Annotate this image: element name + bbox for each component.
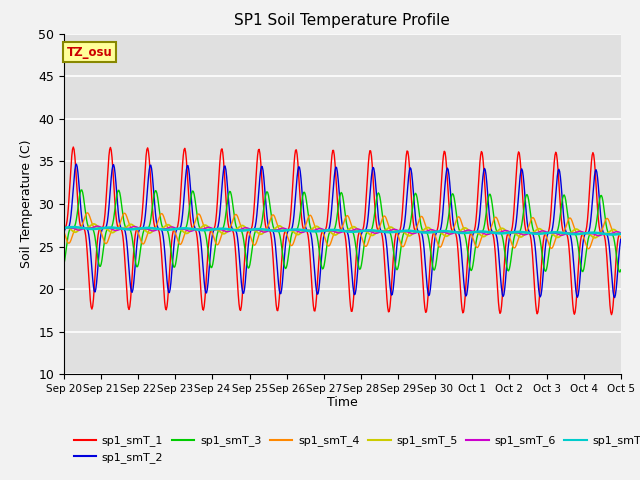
sp1_smT_2 — [617, 236, 625, 241]
sp1_smT_4 — [128, 226, 136, 231]
Line: sp1_smT_5: sp1_smT_5 — [64, 224, 621, 238]
sp1_smT_4 — [83, 210, 91, 216]
sp1_smT_1 — [60, 225, 68, 231]
sp1_smT_3 — [428, 252, 435, 258]
sp1_smT_1 — [214, 187, 222, 193]
sp1_smT_7 — [128, 227, 136, 232]
sp1_smT_6 — [128, 224, 136, 230]
sp1_smT_6 — [70, 226, 78, 231]
sp1_smT_5 — [617, 231, 625, 237]
sp1_smT_3 — [411, 192, 419, 197]
sp1_smT_5 — [128, 222, 136, 228]
sp1_smT_1 — [185, 193, 193, 199]
sp1_smT_6 — [617, 230, 625, 236]
sp1_smT_5 — [214, 228, 222, 233]
sp1_smT_7 — [214, 226, 222, 232]
sp1_smT_7 — [609, 232, 616, 238]
Line: sp1_smT_7: sp1_smT_7 — [64, 227, 621, 235]
sp1_smT_6 — [595, 233, 602, 239]
sp1_smT_2 — [411, 208, 419, 214]
sp1_smT_1 — [617, 231, 625, 237]
sp1_smT_5 — [591, 235, 598, 240]
Y-axis label: Soil Temperature (C): Soil Temperature (C) — [20, 140, 33, 268]
sp1_smT_6 — [411, 230, 419, 236]
sp1_smT_1 — [70, 144, 77, 150]
sp1_smT_6 — [93, 223, 101, 229]
sp1_smT_7 — [411, 228, 419, 234]
sp1_smT_7 — [68, 224, 76, 230]
sp1_smT_3 — [185, 211, 193, 217]
sp1_smT_4 — [617, 235, 625, 241]
Line: sp1_smT_6: sp1_smT_6 — [64, 226, 621, 236]
sp1_smT_4 — [214, 241, 222, 247]
sp1_smT_4 — [411, 228, 419, 234]
Title: SP1 Soil Temperature Profile: SP1 Soil Temperature Profile — [234, 13, 451, 28]
X-axis label: Time: Time — [327, 396, 358, 408]
sp1_smT_1 — [128, 273, 136, 279]
sp1_smT_5 — [428, 227, 435, 232]
sp1_smT_5 — [411, 229, 419, 235]
sp1_smT_3 — [617, 267, 625, 273]
Line: sp1_smT_4: sp1_smT_4 — [64, 213, 621, 249]
sp1_smT_3 — [70, 225, 78, 230]
sp1_smT_1 — [607, 312, 615, 318]
sp1_smT_4 — [428, 229, 435, 235]
sp1_smT_6 — [60, 224, 68, 230]
sp1_smT_5 — [185, 229, 193, 235]
sp1_smT_2 — [128, 289, 136, 295]
sp1_smT_4 — [70, 228, 78, 234]
sp1_smT_2 — [72, 161, 80, 167]
sp1_smT_4 — [60, 229, 68, 235]
sp1_smT_2 — [428, 279, 435, 285]
sp1_smT_3 — [60, 261, 68, 267]
sp1_smT_2 — [70, 175, 78, 181]
sp1_smT_5 — [90, 221, 97, 227]
sp1_smT_3 — [214, 228, 222, 234]
sp1_smT_7 — [185, 226, 193, 231]
sp1_smT_2 — [611, 295, 618, 300]
sp1_smT_4 — [584, 246, 592, 252]
sp1_smT_3 — [78, 187, 86, 193]
sp1_smT_6 — [214, 227, 222, 232]
sp1_smT_6 — [185, 228, 193, 234]
sp1_smT_4 — [185, 227, 193, 232]
Line: sp1_smT_1: sp1_smT_1 — [64, 147, 621, 315]
sp1_smT_3 — [616, 269, 624, 275]
Text: TZ_osu: TZ_osu — [67, 46, 113, 59]
sp1_smT_2 — [185, 166, 193, 172]
sp1_smT_7 — [60, 225, 68, 231]
sp1_smT_7 — [617, 231, 625, 237]
sp1_smT_1 — [428, 246, 435, 252]
sp1_smT_7 — [71, 224, 79, 230]
Line: sp1_smT_2: sp1_smT_2 — [64, 164, 621, 298]
sp1_smT_6 — [428, 227, 435, 232]
sp1_smT_1 — [411, 228, 419, 233]
sp1_smT_7 — [428, 229, 435, 235]
Line: sp1_smT_3: sp1_smT_3 — [64, 190, 621, 272]
sp1_smT_5 — [70, 229, 78, 235]
sp1_smT_3 — [128, 235, 136, 240]
Legend: sp1_smT_1, sp1_smT_2, sp1_smT_3, sp1_smT_4, sp1_smT_5, sp1_smT_6, sp1_smT_7: sp1_smT_1, sp1_smT_2, sp1_smT_3, sp1_smT… — [70, 431, 640, 468]
sp1_smT_2 — [214, 223, 222, 229]
sp1_smT_1 — [71, 154, 79, 159]
sp1_smT_2 — [60, 230, 68, 236]
sp1_smT_5 — [60, 225, 68, 231]
